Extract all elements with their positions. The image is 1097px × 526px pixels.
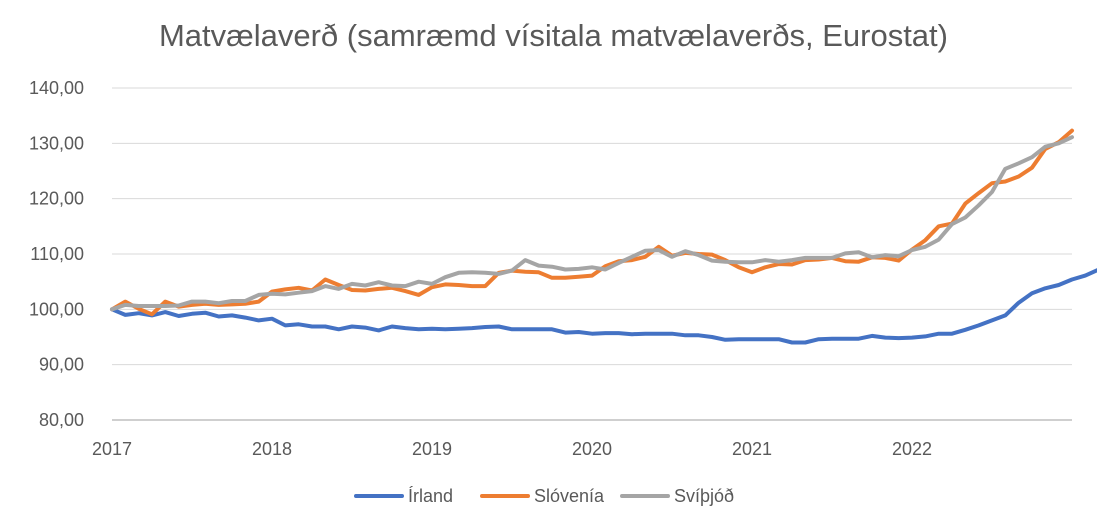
series-line-slóvenía — [110, 128, 1074, 317]
x-axis-tick-labels: 2017 2018 2019 2020 2021 2022 — [92, 439, 932, 459]
y-tick-label: 80,00 — [39, 410, 84, 430]
legend-label: Slóvenía — [534, 486, 605, 506]
x-tick-label: 2020 — [572, 439, 612, 459]
series-lines — [110, 128, 1097, 345]
x-tick-label: 2017 — [92, 439, 132, 459]
y-tick-label: 140,00 — [29, 78, 84, 98]
y-tick-label: 110,00 — [30, 244, 84, 264]
x-tick-label: 2022 — [892, 439, 932, 459]
legend-label: Svíþjóð — [674, 486, 734, 506]
x-tick-label: 2018 — [252, 439, 292, 459]
y-tick-label: 130,00 — [29, 133, 84, 153]
series-line-svíþjóð — [110, 135, 1074, 312]
y-tick-label: 120,00 — [29, 189, 84, 209]
legend: Írland Slóvenía Svíþjóð — [354, 486, 734, 506]
chart-title: Matvælaverð (samræmd vísitala matvælaver… — [158, 18, 948, 53]
y-tick-label: 90,00 — [39, 355, 84, 375]
y-tick-label: 100,00 — [29, 299, 84, 319]
x-tick-label: 2021 — [732, 439, 772, 459]
legend-label: Írland — [408, 486, 453, 506]
series-line-írland — [110, 268, 1097, 345]
gridlines — [112, 87, 1072, 366]
x-tick-label: 2019 — [412, 439, 452, 459]
y-axis-tick-labels: 80,00 90,00 100,00 110,00 120,00 130,00 140,00 — [29, 78, 84, 430]
